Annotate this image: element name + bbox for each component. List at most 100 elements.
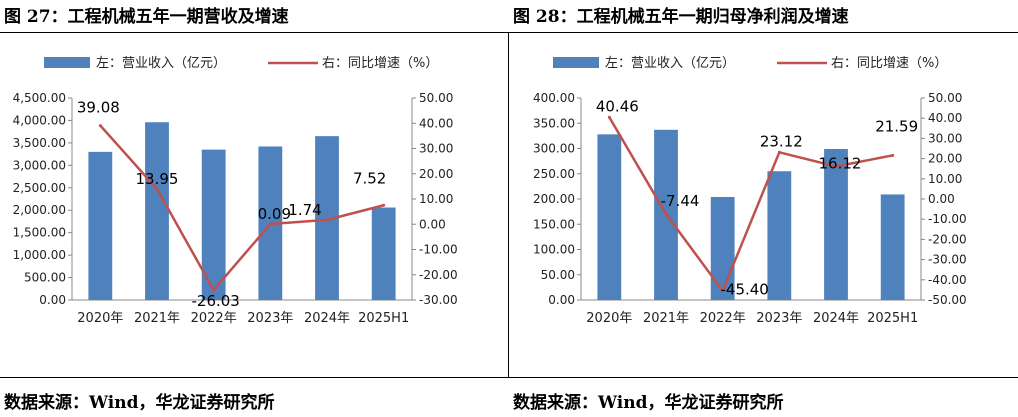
growth-point — [325, 218, 329, 222]
left-tick-label: 2,500.00 — [13, 181, 66, 195]
left-tick-label: 4,500.00 — [13, 91, 66, 105]
right-tick-label: 50.00 — [928, 91, 962, 105]
right-tick-label: -10.00 — [419, 243, 458, 257]
bar — [201, 149, 226, 300]
data-label: 23.12 — [760, 132, 803, 150]
left-tick-label: 350.00 — [533, 116, 575, 130]
left-tick-label: 300.00 — [533, 142, 575, 156]
right-tick-label: 0.00 — [928, 192, 955, 206]
right-tick-label: -10.00 — [928, 212, 967, 226]
data-label: 40.46 — [596, 97, 639, 115]
growth-point — [607, 115, 611, 119]
x-tick-label: 2022年 — [191, 311, 237, 326]
chart-title-left: 图 27：工程机械五年一期营收及增速 — [4, 7, 289, 27]
right-tick-label: 40.00 — [419, 116, 453, 130]
right-tick-label: 40.00 — [928, 111, 962, 125]
left-tick-label: 3,000.00 — [13, 158, 66, 172]
right-tick-label: 50.00 — [419, 91, 453, 105]
data-label: 1.74 — [288, 201, 321, 219]
left-tick-label: 3,500.00 — [13, 136, 66, 150]
chart-panel-left: 左：营业收入（亿元） 右：同比增速（%） 0.00 500.00 1,000.00 1,5… — [0, 34, 509, 376]
chart-svg-left: 左：营业收入（亿元） 右：同比增速（%） 0.00 500.00 1,000.00 1,5… — [13, 56, 458, 326]
growth-point — [155, 187, 159, 191]
growth-point — [98, 124, 102, 128]
left-tick-label: 50.00 — [541, 268, 575, 282]
legend-swatch-bar — [553, 57, 599, 68]
x-tick-label: 2024年 — [813, 311, 859, 326]
left-tick-label: 1,500.00 — [13, 226, 66, 240]
left-tick-label: 250.00 — [533, 167, 575, 181]
bar — [371, 207, 396, 300]
data-label: 0.09 — [258, 205, 291, 223]
growth-point — [834, 164, 838, 168]
left-tick-label: 400.00 — [533, 91, 575, 105]
growth-point — [382, 203, 386, 207]
growth-line — [608, 116, 893, 292]
right-tick-label: -30.00 — [419, 293, 458, 307]
right-tick-label: -20.00 — [419, 268, 458, 282]
growth-line — [99, 124, 384, 292]
data-label: -7.44 — [661, 192, 700, 210]
right-tick-label: 30.00 — [928, 131, 962, 145]
x-tick-label: 2021年 — [643, 311, 689, 326]
legend-label-bar: 左：营业收入（亿元） — [605, 56, 735, 71]
data-label: -26.03 — [191, 292, 239, 310]
right-tick-label: -40.00 — [928, 273, 967, 287]
growth-point — [721, 289, 725, 293]
bar — [88, 151, 113, 300]
legend-label-bar: 左：营业收入（亿元） — [96, 56, 226, 71]
bar — [597, 134, 622, 300]
left-tick-label: 1,000.00 — [13, 248, 66, 262]
data-label: 13.95 — [136, 170, 179, 188]
left-tick-label: 0.00 — [548, 293, 575, 307]
data-label: 16.12 — [819, 154, 862, 172]
right-tick-label: 10.00 — [419, 192, 453, 206]
x-tick-label: 2022年 — [700, 311, 746, 326]
right-tick-label: -50.00 — [928, 293, 967, 307]
x-tick-label: 2025H1 — [358, 311, 409, 326]
x-tick-label: 2021年 — [134, 311, 180, 326]
x-tick-label: 2025H1 — [867, 311, 918, 326]
left-tick-label: 4,000.00 — [13, 113, 66, 127]
growth-point — [664, 212, 668, 216]
data-label: -45.40 — [720, 281, 768, 299]
x-tick-label: 2020年 — [586, 311, 632, 326]
right-tick-label: 20.00 — [928, 152, 962, 166]
data-label: 7.52 — [353, 169, 386, 187]
bar — [315, 136, 339, 300]
chart-title-right: 图 28：工程机械五年一期归母净利润及增速 — [513, 7, 849, 27]
right-tick-label: -20.00 — [928, 232, 967, 246]
source-note-left: 数据来源：Wind，华龙证券研究所 — [4, 393, 275, 413]
bar — [824, 149, 848, 300]
x-tick-label: 2024年 — [304, 311, 350, 326]
left-tick-label: 500.00 — [24, 271, 66, 285]
legend-swatch-bar — [44, 57, 90, 68]
data-label: 21.59 — [875, 117, 918, 135]
bar — [145, 122, 169, 301]
right-tick-label: -30.00 — [928, 253, 967, 267]
growth-point — [212, 288, 216, 292]
left-tick-label: 200.00 — [533, 192, 575, 206]
growth-point — [268, 222, 272, 226]
growth-point — [777, 150, 781, 154]
top-rule — [0, 32, 1018, 33]
x-tick-label: 2023年 — [247, 311, 293, 326]
legend-label-line: 右：同比增速（%） — [831, 56, 947, 71]
left-tick-label: 2,000.00 — [13, 203, 66, 217]
bottom-rule — [0, 377, 1018, 378]
center-divider — [508, 32, 509, 378]
x-tick-label: 2023年 — [756, 311, 802, 326]
chart-panel-right: 左：营业收入（亿元） 右：同比增速（%） 0.00 50.00 100.00 150.00… — [509, 34, 1018, 376]
source-note-right: 数据来源：Wind，华龙证券研究所 — [513, 393, 784, 413]
bar — [880, 194, 905, 300]
data-label: 39.08 — [77, 99, 120, 117]
bar — [767, 171, 792, 300]
right-tick-label: 30.00 — [419, 142, 453, 156]
left-tick-label: 0.00 — [39, 293, 66, 307]
right-tick-label: 0.00 — [419, 217, 446, 231]
legend-label-line: 右：同比增速（%） — [322, 56, 438, 71]
left-tick-label: 100.00 — [533, 243, 575, 257]
chart-svg-right: 左：营业收入（亿元） 右：同比增速（%） 0.00 50.00 100.00 150.00… — [533, 56, 967, 326]
right-tick-label: 10.00 — [928, 172, 962, 186]
right-tick-label: 20.00 — [419, 167, 453, 181]
